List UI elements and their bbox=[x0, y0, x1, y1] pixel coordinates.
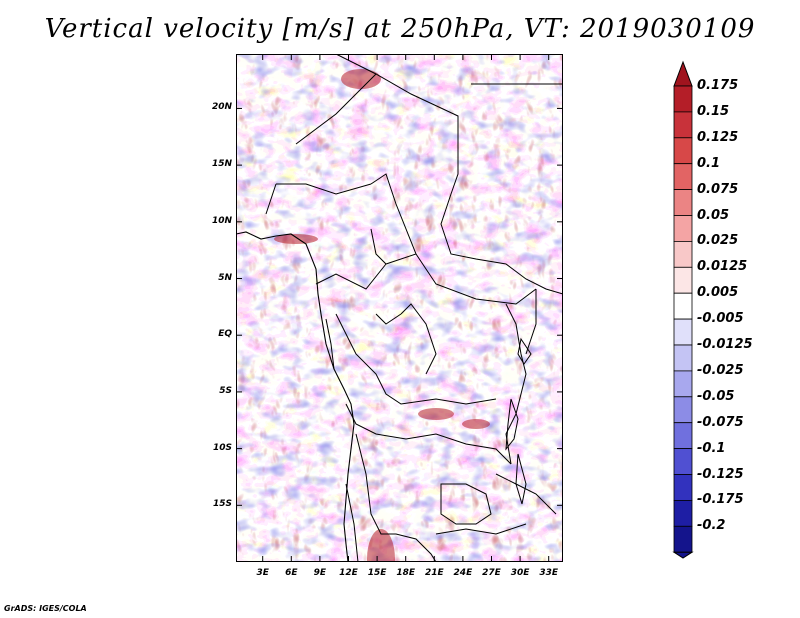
legend-label: -0.005 bbox=[697, 311, 744, 327]
legend-label: -0.2 bbox=[697, 518, 726, 534]
legend-label: 0.005 bbox=[697, 285, 739, 301]
legend-label: 0.1 bbox=[697, 155, 721, 171]
legend-overflow-top bbox=[673, 60, 693, 87]
legend-swatch bbox=[673, 137, 693, 165]
lat-label: 10S bbox=[212, 442, 232, 453]
coastline bbox=[236, 231, 355, 562]
legend-label: -0.0125 bbox=[697, 337, 753, 352]
legend-label: 0.0125 bbox=[697, 259, 748, 275]
country-boundaries bbox=[265, 54, 563, 562]
legend-swatch bbox=[673, 344, 693, 372]
lon-label: 15E bbox=[367, 568, 387, 578]
legend-swatch bbox=[673, 266, 693, 294]
legend-label: -0.075 bbox=[697, 414, 744, 430]
legend-label: -0.1 bbox=[697, 440, 726, 456]
legend-swatch bbox=[673, 111, 693, 139]
lat-label: 5S bbox=[219, 385, 232, 396]
legend-label: 0.025 bbox=[697, 233, 739, 249]
lon-label: 33E bbox=[539, 568, 559, 578]
lon-label: 12E bbox=[339, 568, 358, 578]
legend-label: 0.175 bbox=[697, 78, 739, 93]
legend-swatch bbox=[673, 85, 693, 113]
legend-swatch bbox=[673, 240, 693, 268]
lon-label: 27E bbox=[482, 568, 501, 578]
legend-label: 0.075 bbox=[697, 181, 739, 197]
velocity-field-negative-streaks bbox=[236, 54, 563, 562]
map-frame bbox=[236, 54, 563, 562]
legend-swatch bbox=[673, 422, 693, 450]
legend-swatch bbox=[673, 370, 693, 398]
legend-swatch bbox=[673, 215, 693, 242]
lon-label: 21E bbox=[424, 568, 444, 578]
lon-label: 9E bbox=[313, 568, 327, 578]
color-legend bbox=[672, 60, 694, 559]
legend-swatch bbox=[673, 448, 693, 475]
map-title: Vertical velocity [m/s] at 250hPa, VT: 2… bbox=[44, 14, 756, 44]
lakes bbox=[505, 337, 532, 505]
lat-label: 5N bbox=[218, 272, 232, 283]
legend-swatch bbox=[673, 163, 693, 190]
axis-ticks bbox=[236, 54, 563, 562]
lon-label: 18E bbox=[396, 568, 416, 578]
strong-updraft-patches bbox=[274, 69, 490, 562]
lon-label: 30E bbox=[510, 568, 530, 578]
legend-label: -0.175 bbox=[697, 492, 744, 508]
legend-label: 0.125 bbox=[697, 129, 739, 145]
legend-label: -0.05 bbox=[697, 388, 735, 404]
lat-label: 15S bbox=[212, 499, 232, 510]
legend-swatch bbox=[673, 525, 693, 553]
software-credit: GrADS: IGES/COLA bbox=[4, 604, 87, 613]
map-panel: 20N 15N 10N 5N EQ 5S 10S 15S 3E 6E 9E 12E 15E 18E 21E… bbox=[212, 54, 563, 578]
lon-label: 6E bbox=[285, 568, 298, 578]
lon-label: 24E bbox=[453, 568, 473, 578]
lat-label: EQ bbox=[218, 329, 232, 340]
legend-label: -0.125 bbox=[697, 466, 744, 482]
legend-swatch bbox=[673, 318, 693, 346]
lat-label: 15N bbox=[211, 159, 232, 170]
legend-overflow-bottom bbox=[672, 551, 694, 559]
legend-label: 0.15 bbox=[697, 103, 730, 119]
legend-swatch bbox=[673, 499, 693, 527]
velocity-field-map bbox=[236, 54, 563, 562]
legend-label: 0.05 bbox=[697, 207, 730, 223]
lon-label: 3E bbox=[256, 568, 269, 578]
legend-label: -0.025 bbox=[697, 362, 744, 378]
legend-swatch bbox=[673, 292, 693, 320]
legend-swatch bbox=[673, 396, 693, 424]
legend-swatch bbox=[673, 189, 693, 216]
legend-swatch bbox=[673, 474, 693, 501]
lat-label: 10N bbox=[211, 215, 232, 226]
lat-label: 20N bbox=[211, 102, 232, 113]
